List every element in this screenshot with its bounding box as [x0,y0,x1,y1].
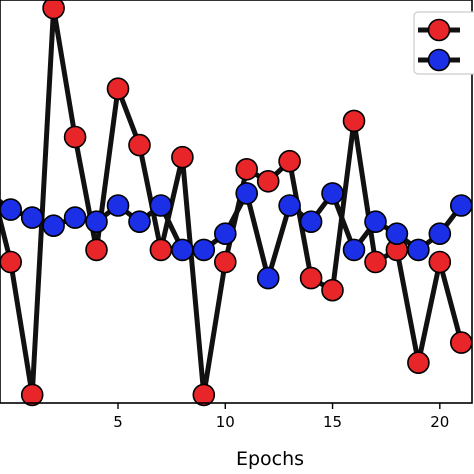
x-axis: 5 10 15 20 [113,403,449,431]
series-0-point [128,133,151,157]
series-1-point [0,198,22,221]
series-0-point [235,158,258,181]
series-0-point [192,383,216,407]
series-1-point [256,266,280,290]
series-1-point [149,194,173,217]
series-layer [0,0,473,407]
series-0-point [171,145,194,169]
series-1-point [171,238,194,262]
x-tick-label: 20 [430,413,449,431]
series-0-point [42,0,65,20]
series-1-point [106,194,130,217]
series-1-point [63,206,87,229]
series-0-point [0,250,22,274]
series-1-point [128,210,151,233]
x-tick-label: 10 [216,413,235,431]
series-0-point [106,77,130,100]
series-0-point [364,250,387,274]
series-1-point [214,222,237,245]
series-0-point [428,250,452,274]
series-0-point [449,331,473,354]
series-0-point [342,109,366,133]
legend-0-marker [427,18,451,42]
series-0-point [321,278,344,302]
x-tick-label: 15 [323,413,342,431]
series-1-point [342,238,366,262]
series-1-point [278,194,301,217]
series-0-point [63,125,87,149]
series-0-point [149,238,173,262]
series-0-point [278,149,301,173]
series-1-point [407,238,430,262]
series-1-point [85,210,108,233]
series-0-point [20,383,44,407]
series-0-point [214,250,237,274]
legend [413,11,474,75]
x-tick-label: 5 [113,413,123,431]
series-1-point [449,194,473,217]
series-0-point [85,238,108,262]
series-0-point [256,170,280,193]
series-1-point [321,182,344,205]
series-1-point [428,222,452,245]
series-1-point [364,210,387,233]
series-1-point [192,238,216,262]
series-0-point [407,351,430,375]
x-axis-label: Epochs [236,448,304,470]
series-1-point [235,182,258,205]
series-1-point [20,206,44,229]
series-1-point [42,214,65,237]
plot-frame [0,0,473,404]
series-0-line [0,5,464,398]
series-0-point [299,266,323,290]
series-1-point [385,222,409,245]
legend-1-marker [427,48,451,72]
series-1-point [299,210,323,233]
